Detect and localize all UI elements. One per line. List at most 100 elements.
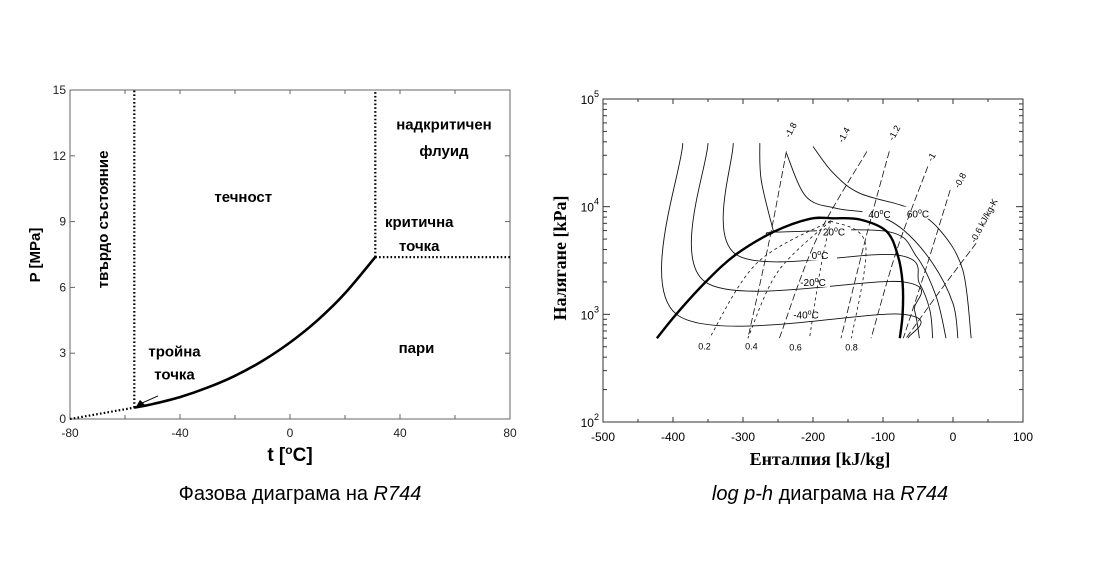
region-label: течност [214, 189, 272, 206]
isotherm-line [690, 143, 922, 339]
region-label: тройна [148, 343, 201, 360]
quality-line [830, 220, 867, 339]
y-tick-base: 10 [581, 93, 595, 107]
degree-superscript: o [808, 309, 812, 316]
isotherm-label: 20oC [823, 227, 845, 239]
x-tick-label: -100 [871, 430, 895, 444]
y-tick-exponent: 5 [594, 89, 599, 99]
caption-italic: log p-h [712, 483, 773, 505]
y-tick-base: 10 [581, 416, 595, 430]
region-label: точка [399, 238, 440, 255]
y-tick-label: 102 [581, 412, 599, 430]
isotherm-label-bg [796, 274, 830, 287]
region-label: пари [399, 340, 435, 357]
y-tick-base: 10 [581, 201, 595, 215]
y-tick-label: 12 [53, 149, 67, 163]
solid-region-label: твърдо състояние [95, 151, 112, 289]
isotherm-unit: C [838, 228, 845, 239]
y-tick-label: 3 [59, 346, 66, 360]
region-label: точка [154, 367, 195, 384]
entropy-line [840, 151, 890, 339]
entropy-label: -1 [925, 151, 938, 163]
isotherm-label: -40oC [793, 309, 819, 321]
x-tick-label: 100 [1013, 430, 1033, 444]
arrow-head [136, 399, 145, 407]
caption: log p-h диаграма на R744 [712, 483, 948, 505]
isotherm-label: 0oC [812, 250, 829, 262]
y-tick-exponent: 3 [594, 304, 599, 314]
x-tick-label: 40 [393, 426, 407, 440]
caption-italic: R744 [900, 483, 948, 505]
isotherm-value: -40 [793, 310, 808, 321]
x-tick-label: -40 [171, 426, 189, 440]
isotherm-unit: C [812, 310, 819, 321]
degree-superscript: o [834, 227, 838, 234]
y-tick-label: 0 [59, 412, 66, 426]
isotherm-label: 60oC [907, 209, 929, 221]
region-label: флуид [419, 143, 469, 160]
entropy-label: -1.8 [783, 121, 799, 139]
region-label: критична [385, 214, 454, 231]
degree-superscript: o [285, 443, 292, 457]
region-label: надкритичен [396, 116, 492, 133]
y-tick-label: 9 [59, 215, 66, 229]
x-axis-label-part: t [ [267, 445, 286, 466]
isotherm-unit: C [819, 278, 826, 289]
caption: Фазова диаграма на R744 [179, 483, 422, 505]
x-tick-label: -80 [61, 426, 79, 440]
entropy-label: -0.6 kJ/kg-K [968, 197, 999, 244]
entropy-label: -1.4 [836, 126, 852, 144]
x-tick-label: -400 [661, 430, 685, 444]
plot-frame [69, 89, 511, 420]
quality-line [809, 220, 831, 339]
degree-superscript: o [817, 250, 821, 257]
isotherm-value: 20 [823, 228, 835, 239]
isotherm-label-bg [817, 224, 851, 237]
quality-label: 0.2 [698, 342, 711, 352]
quality-line [709, 220, 831, 339]
entropy-line [779, 151, 868, 339]
isotherm-line [785, 152, 959, 339]
degree-superscript: o [815, 277, 819, 284]
quality-label: 0.8 [845, 343, 858, 353]
quality-label: 0.4 [745, 342, 758, 352]
y-tick-label: 15 [53, 83, 67, 97]
isotherm-unit: C [821, 251, 828, 262]
x-tick-label: 0 [287, 426, 294, 440]
x-axis-label: t [oC] [267, 443, 312, 466]
x-tick-label: 0 [950, 430, 957, 444]
quality-label: 0.6 [789, 343, 802, 353]
entropy-line [905, 243, 977, 339]
entropy-label: -1.2 [886, 124, 902, 142]
vapor-pressure-curve [134, 256, 377, 409]
entropy-line [747, 151, 787, 339]
x-axis-label: Енталпия [kJ/kg] [750, 449, 891, 469]
isotherm-label-bg [789, 307, 823, 320]
x-tick-label: -300 [731, 430, 755, 444]
y-tick-exponent: 2 [594, 412, 599, 422]
y-axis-label: Налягане [kPa] [550, 195, 570, 320]
isotherm-value: 0 [812, 251, 818, 262]
phase-diagram: -80 -40 0 40 80 0 3 6 9 12 15 надкритичен флуид течно… [27, 83, 517, 505]
degree-superscript: o [879, 209, 883, 216]
y-tick-label: 104 [581, 197, 599, 215]
entropy-label: -0.8 [952, 171, 968, 189]
triple-point-arrow [139, 395, 159, 405]
caption-italic: R744 [374, 483, 422, 505]
y-tick-label: 103 [581, 304, 599, 322]
x-axis-label-part: C] [293, 445, 313, 466]
entropy-line [870, 166, 929, 339]
isotherm-label-bg [862, 206, 897, 219]
phase-boundary-dotted [69, 406, 135, 421]
caption-text: Фазова диаграма на [179, 483, 374, 505]
isotherm-value: 60 [907, 210, 919, 221]
log-ph-diagram: -500 -400 -300 -200 -100 0 100102103104105-40o… [550, 89, 1033, 505]
isotherm-value: -20 [800, 278, 815, 289]
isotherm-value: 40 [868, 210, 880, 221]
isotherm-unit: C [883, 210, 890, 221]
isotherm-label: 40oC [868, 209, 890, 221]
y-tick-base: 10 [581, 308, 595, 322]
x-tick-label: -500 [591, 430, 615, 444]
isotherm-label: -20oC [800, 277, 826, 289]
